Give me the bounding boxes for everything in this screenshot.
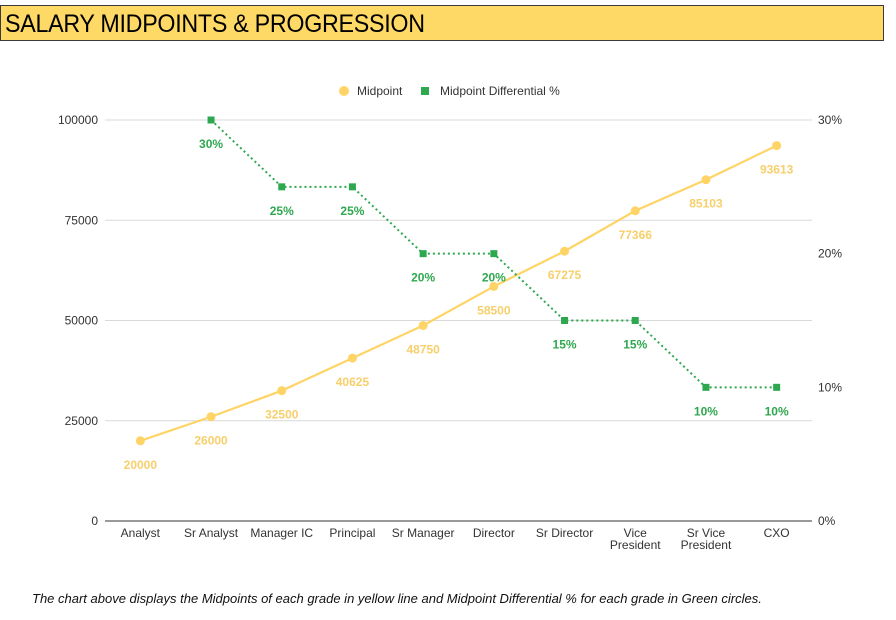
x-tick-label: Sr Vice bbox=[687, 526, 726, 540]
axes: 0 25000 50000 75000 100000 0% 10% 20% 30% Analyst… bbox=[58, 113, 842, 552]
differential-data-label: 20% bbox=[482, 271, 506, 285]
differential-point bbox=[278, 183, 286, 191]
midpoint-point bbox=[630, 206, 640, 216]
page-title: SALARY MIDPOINTS & PROGRESSION bbox=[5, 10, 425, 38]
midpoint-point bbox=[560, 246, 570, 256]
midpoint-point bbox=[135, 436, 145, 446]
differential-data-label: 25% bbox=[270, 204, 294, 218]
y-right-tick-label: 30% bbox=[818, 113, 842, 127]
chart-caption: The chart above displays the Midpoints o… bbox=[32, 591, 762, 606]
y-right-tick-label: 20% bbox=[818, 247, 842, 261]
differential-point bbox=[207, 116, 215, 124]
differential-point bbox=[561, 317, 569, 324]
midpoint-point bbox=[418, 321, 428, 331]
differential-data-label: 15% bbox=[553, 338, 577, 352]
y-left-tick-label: 25000 bbox=[65, 414, 99, 428]
y-right-tick-label: 10% bbox=[818, 380, 842, 394]
midpoint-data-label: 40625 bbox=[336, 375, 370, 389]
differential-point bbox=[702, 383, 710, 391]
differential-point bbox=[773, 383, 781, 391]
midpoint-data-label: 67275 bbox=[548, 268, 582, 282]
x-tick-label: President bbox=[610, 538, 661, 552]
legend-marker-midpoint bbox=[339, 86, 349, 96]
x-tick-label: Sr Director bbox=[536, 526, 593, 540]
y-left-tick-label: 75000 bbox=[65, 213, 99, 227]
x-tick-label: Director bbox=[473, 526, 515, 540]
gridlines bbox=[105, 119, 812, 522]
midpoint-point bbox=[277, 386, 287, 396]
differential-point bbox=[490, 250, 498, 258]
x-tick-label: Manager IC bbox=[250, 526, 313, 540]
x-tick-label: Principal bbox=[329, 526, 375, 540]
midpoint-point bbox=[701, 175, 711, 185]
differential-point bbox=[348, 183, 356, 191]
series-layer bbox=[135, 116, 782, 446]
midpoint-point bbox=[206, 412, 216, 422]
legend-label-differential: Midpoint Differential % bbox=[440, 84, 560, 98]
differential-data-label: 30% bbox=[199, 137, 223, 151]
x-tick-label: Analyst bbox=[121, 526, 161, 540]
x-tick-label: CXO bbox=[764, 526, 790, 540]
midpoint-point bbox=[489, 281, 499, 291]
differential-data-label: 10% bbox=[765, 404, 789, 418]
midpoint-data-label: 93613 bbox=[760, 163, 794, 177]
page-header: SALARY MIDPOINTS & PROGRESSION bbox=[0, 5, 884, 41]
midpoint-data-label: 58500 bbox=[477, 303, 511, 317]
chart-legend: Midpoint Midpoint Differential % bbox=[339, 84, 560, 98]
midpoint-data-label: 77366 bbox=[619, 228, 653, 242]
differential-point bbox=[631, 317, 639, 324]
differential-data-label: 20% bbox=[411, 271, 435, 285]
data-labels: 20000 26000 32500 40625 48750 58500 67275 77366… bbox=[124, 137, 794, 472]
x-tick-label: Vice bbox=[624, 526, 647, 540]
differential-data-label: 10% bbox=[694, 404, 718, 418]
midpoint-point bbox=[347, 353, 357, 363]
differential-data-label: 25% bbox=[340, 204, 364, 218]
midpoint-point bbox=[772, 141, 782, 151]
midpoint-data-label: 26000 bbox=[194, 434, 228, 448]
midpoint-data-label: 32500 bbox=[265, 408, 299, 422]
salary-chart: Midpoint Midpoint Differential % 0 25000 50… bbox=[58, 84, 842, 552]
midpoint-data-label: 20000 bbox=[124, 458, 158, 472]
legend-marker-differential bbox=[421, 87, 429, 95]
differential-point bbox=[419, 250, 427, 258]
midpoint-data-label: 85103 bbox=[689, 197, 723, 211]
legend-label-midpoint: Midpoint bbox=[357, 84, 403, 98]
x-tick-label: Sr Manager bbox=[392, 526, 455, 540]
midpoint-line bbox=[139, 144, 778, 442]
y-left-tick-label: 100000 bbox=[58, 113, 98, 127]
y-right-tick-label: 0% bbox=[818, 514, 836, 528]
differential-data-label: 15% bbox=[623, 338, 647, 352]
x-tick-label: Sr Analyst bbox=[184, 526, 239, 540]
y-left-tick-label: 50000 bbox=[65, 314, 99, 328]
x-tick-label: President bbox=[681, 538, 732, 552]
midpoint-data-label: 48750 bbox=[406, 343, 440, 357]
y-left-tick-label: 0 bbox=[91, 514, 98, 528]
